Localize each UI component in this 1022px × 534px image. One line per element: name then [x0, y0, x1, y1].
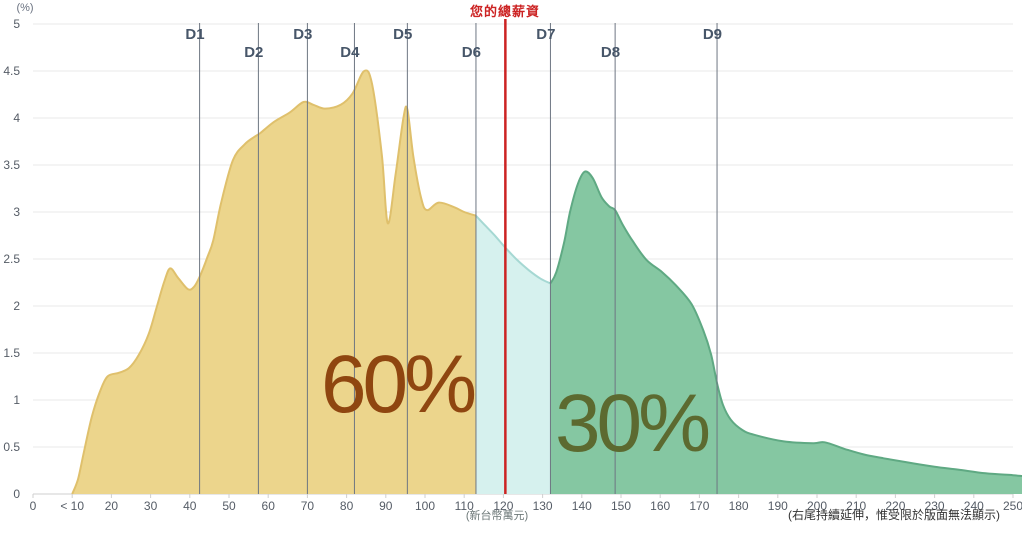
decile-label-d5: D5	[393, 26, 412, 43]
your-decile-band-edge	[475, 215, 551, 285]
x-tick-label: 230	[925, 499, 945, 513]
percent-30-label: 30%	[554, 378, 711, 469]
bottom-60-percent-edge	[71, 69, 477, 495]
x-tick-label: 120	[493, 499, 513, 513]
x-tick-label: 160	[650, 499, 670, 513]
x-tick-label: 180	[729, 499, 749, 513]
x-tick-label: 240	[964, 499, 984, 513]
x-axis-unit-label: (新台幣萬元)	[465, 510, 529, 522]
bottom-60-percent-area	[72, 70, 476, 494]
x-tick-label: < 10	[60, 499, 84, 513]
x-tick-label: 220	[885, 499, 905, 513]
decile-label-d8: D8	[601, 44, 620, 61]
distribution-areas	[71, 69, 1022, 495]
decile-label-d6: D6	[462, 44, 481, 61]
decile-label-d3: D3	[293, 26, 312, 43]
x-axis	[32, 494, 1014, 498]
x-tick-label: 170	[689, 499, 709, 513]
decile-markers	[199, 23, 718, 494]
x-tick-label: 30	[144, 499, 158, 513]
y-tick-label: 3	[13, 205, 20, 219]
x-tick-label: 200	[807, 499, 827, 513]
x-tick-label: 210	[846, 499, 866, 513]
decile-label-d1: D1	[185, 26, 204, 43]
y-tick-label: 0	[13, 487, 20, 501]
y-tick-label: 3.5	[3, 158, 20, 172]
x-tick-label: 50	[222, 499, 236, 513]
y-tick-label: 4	[13, 111, 20, 125]
salary-marker-label: 您的總薪資	[469, 4, 541, 19]
x-tick-label: 150	[611, 499, 631, 513]
x-tick-label: 100	[415, 499, 435, 513]
your-decile-band-area	[476, 215, 551, 495]
x-tick-label: 80	[340, 499, 354, 513]
y-tick-label: 0.5	[3, 440, 20, 454]
decile-label-d9: D9	[703, 26, 722, 43]
decile-label-d2: D2	[244, 44, 263, 61]
x-tick-label: 40	[183, 499, 197, 513]
top-30-percent-edge	[549, 170, 1022, 478]
y-tick-label: 4.5	[3, 64, 20, 78]
y-tick-label: 1	[13, 393, 20, 407]
y-tick-label: 2.5	[3, 252, 20, 266]
y-tick-label: 5	[13, 17, 20, 31]
percent-60-label: 60%	[320, 339, 477, 430]
top-30-percent-area	[550, 171, 1022, 494]
x-tick-label: 110	[455, 499, 474, 513]
x-tick-label: 20	[105, 499, 119, 513]
x-tick-label: 130	[533, 499, 553, 513]
decile-label-d7: D7	[536, 26, 555, 43]
x-tick-label: 190	[768, 499, 788, 513]
right-tail-note: (右尾持續延伸，惟受限於版面無法顯示)	[788, 508, 1000, 522]
x-tick-label: 250	[1003, 499, 1022, 513]
x-tick-label: 90	[379, 499, 393, 513]
x-tick-label: 70	[301, 499, 315, 513]
y-axis-unit-label: (%)	[16, 2, 34, 14]
x-tick-label: 0	[30, 499, 37, 513]
x-tick-label: 60	[262, 499, 276, 513]
decile-label-d4: D4	[340, 44, 360, 61]
y-tick-label: 2	[13, 299, 20, 313]
x-tick-label: 140	[572, 499, 592, 513]
y-tick-label: 1.5	[3, 346, 20, 360]
